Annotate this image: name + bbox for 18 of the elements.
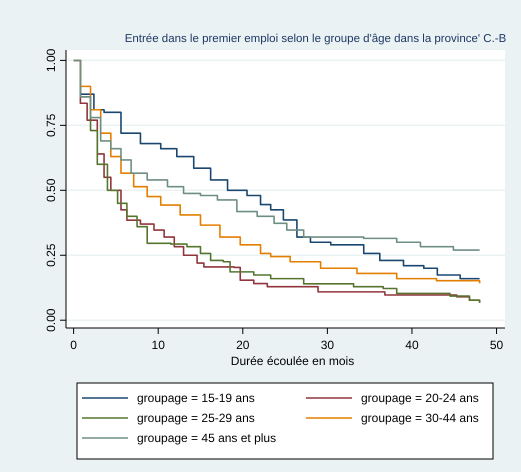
legend-label: groupage = 25-29 ans bbox=[137, 411, 255, 425]
x-tick-label: 20 bbox=[236, 338, 250, 352]
x-tick-label: 50 bbox=[490, 338, 504, 352]
legend-label: groupage = 15-19 ans bbox=[137, 391, 255, 405]
y-tick-label: 0.50 bbox=[44, 178, 58, 202]
x-tick-label: 30 bbox=[320, 338, 334, 352]
legend-label: groupage = 20-24 ans bbox=[361, 391, 479, 405]
y-tick-label: 0.75 bbox=[44, 113, 58, 138]
y-tick-label: 0.00 bbox=[44, 308, 58, 332]
x-tick-label: 0 bbox=[70, 338, 78, 352]
x-tick-label: 10 bbox=[152, 338, 166, 352]
chart-title: Entrée dans le premier emploi selon le groupe d'âge dans la province' C.-B bbox=[124, 33, 507, 45]
legend-label: groupage = 30-44 ans bbox=[361, 411, 479, 425]
y-tick-label: 1.00 bbox=[44, 48, 58, 72]
x-axis-title: Durée écoulée en mois bbox=[230, 354, 354, 368]
y-tick-label: 0.25 bbox=[44, 243, 58, 267]
x-tick-label: 40 bbox=[405, 338, 419, 352]
legend-label: groupage = 45 ans et plus bbox=[137, 431, 276, 445]
